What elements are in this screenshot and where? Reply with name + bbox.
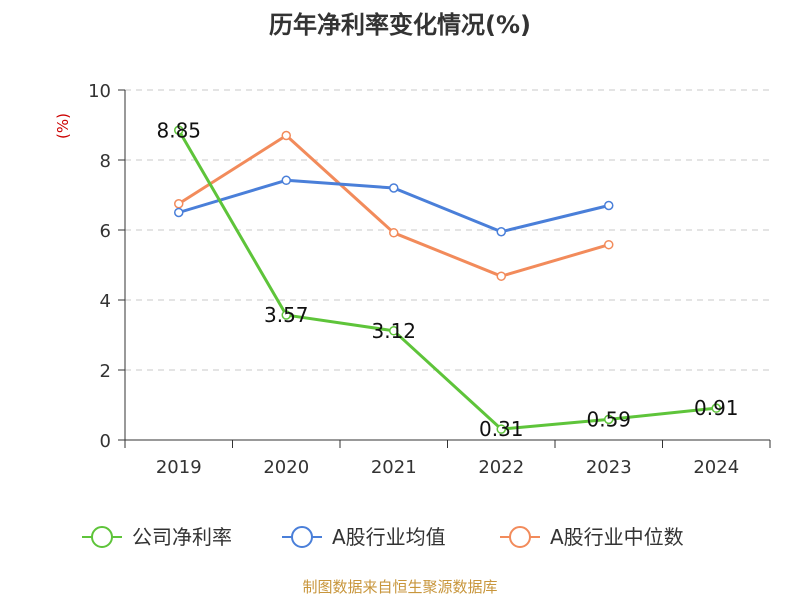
- legend-marker: [509, 526, 531, 548]
- data-point: [604, 239, 614, 250]
- data-label: 0.91: [694, 396, 739, 420]
- data-point: [389, 228, 399, 238]
- series-line: [177, 134, 610, 278]
- grid-lines: [125, 89, 770, 371]
- source-note: 制图数据来自恒生聚源数据库: [302, 578, 497, 596]
- x-tick-label: 2019: [156, 457, 202, 478]
- axes: 0 2 4 6 8 10 2019 2020 2021 2022 2023 2024: [88, 81, 771, 478]
- data-point: [496, 271, 506, 281]
- data-label: 0.59: [586, 407, 631, 431]
- chart-title: 历年净利率变化情况(%): [269, 11, 531, 39]
- legend-marker: [91, 526, 113, 548]
- legend-label: A股行业中位数: [550, 525, 684, 549]
- x-tick-label: 2024: [693, 457, 739, 478]
- data-label: 0.31: [479, 417, 524, 441]
- x-tick-label: 2021: [371, 457, 417, 478]
- series-line: [177, 129, 717, 431]
- data-point: [281, 175, 291, 186]
- data-point: [174, 207, 184, 218]
- y-tick-label: 2: [100, 361, 111, 382]
- x-tick-label: 2023: [586, 457, 632, 478]
- data-point: [174, 125, 184, 135]
- x-tick-label: 2020: [263, 457, 309, 478]
- data-point: [604, 414, 614, 425]
- data-point: [389, 326, 399, 336]
- x-tick-label: 2022: [478, 457, 524, 478]
- series-2: [174, 130, 614, 281]
- y-tick-label: 6: [100, 221, 111, 242]
- legend-marker: [291, 526, 313, 548]
- data-point: [604, 200, 614, 211]
- y-tick-label: 10: [88, 81, 111, 102]
- y-axis-unit-label: (%): [54, 113, 72, 139]
- series-0: [174, 125, 721, 434]
- legend-label: A股行业均值: [332, 525, 446, 549]
- data-point: [281, 310, 291, 320]
- data-point: [389, 183, 399, 193]
- legend-item-1: A股行业均值: [282, 525, 446, 549]
- data-point: [496, 227, 506, 237]
- series-1: [174, 175, 614, 237]
- legend-item-2: A股行业中位数: [500, 525, 684, 549]
- y-tick-label: 4: [100, 291, 111, 312]
- series-lines: [174, 125, 721, 434]
- data-point: [496, 424, 506, 434]
- data-labels: 8.85 3.57 3.12 0.31 0.59 0.91: [156, 118, 738, 441]
- data-point: [281, 130, 291, 141]
- legend-item-0: 公司净利率: [82, 525, 232, 549]
- data-point: [174, 199, 184, 209]
- data-label: 3.12: [371, 319, 416, 343]
- y-tick-label: 8: [100, 151, 111, 172]
- y-tick-label: 0: [100, 431, 111, 452]
- data-point: [711, 403, 721, 413]
- data-label: 3.57: [264, 303, 309, 327]
- legend-label: 公司净利率: [132, 525, 232, 549]
- data-label: 8.85: [156, 118, 201, 142]
- legend: 公司净利率 A股行业均值 A股行业中位数: [82, 525, 684, 549]
